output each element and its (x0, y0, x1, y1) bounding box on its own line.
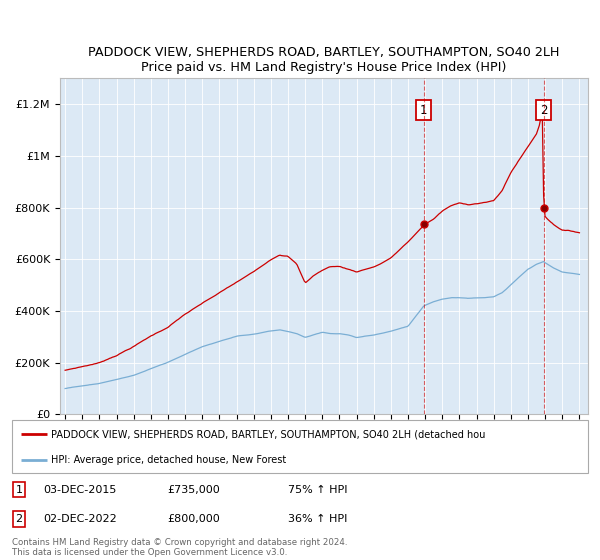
Text: 36% ↑ HPI: 36% ↑ HPI (289, 514, 348, 524)
Text: HPI: Average price, detached house, New Forest: HPI: Average price, detached house, New … (51, 455, 286, 465)
Text: Contains HM Land Registry data © Crown copyright and database right 2024.
This d: Contains HM Land Registry data © Crown c… (12, 538, 347, 557)
Title: PADDOCK VIEW, SHEPHERDS ROAD, BARTLEY, SOUTHAMPTON, SO40 2LH
Price paid vs. HM L: PADDOCK VIEW, SHEPHERDS ROAD, BARTLEY, S… (88, 46, 560, 74)
Bar (424, 78, 596, 414)
Text: 03-DEC-2015: 03-DEC-2015 (44, 484, 117, 494)
Text: 75% ↑ HPI: 75% ↑ HPI (289, 484, 348, 494)
Text: £735,000: £735,000 (167, 484, 220, 494)
Text: 1: 1 (16, 484, 22, 494)
Text: £800,000: £800,000 (167, 514, 220, 524)
Text: PADDOCK VIEW, SHEPHERDS ROAD, BARTLEY, SOUTHAMPTON, SO40 2LH (detached hou: PADDOCK VIEW, SHEPHERDS ROAD, BARTLEY, S… (51, 430, 485, 440)
FancyBboxPatch shape (12, 420, 588, 473)
Text: 02-DEC-2022: 02-DEC-2022 (44, 514, 118, 524)
Text: 2: 2 (16, 514, 22, 524)
Text: 2: 2 (540, 104, 548, 117)
Text: 1: 1 (420, 104, 428, 117)
